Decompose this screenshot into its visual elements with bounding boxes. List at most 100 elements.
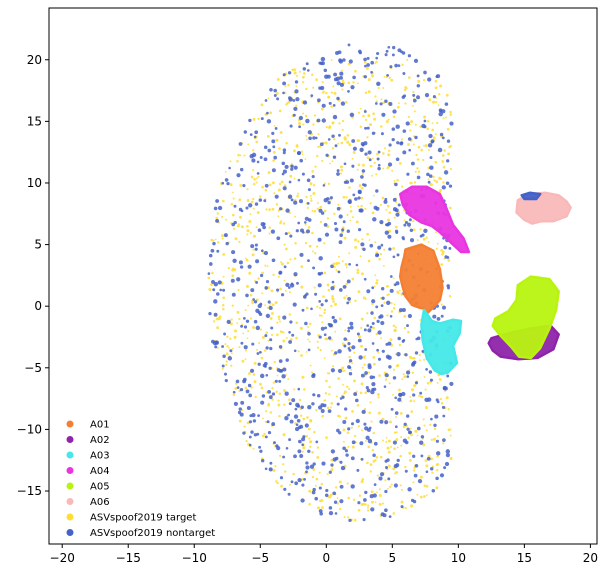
- data-point: [436, 381, 439, 384]
- data-point: [362, 114, 365, 118]
- data-point: [215, 218, 220, 223]
- data-point: [384, 508, 388, 513]
- data-point: [409, 228, 414, 232]
- data-point: [352, 75, 356, 80]
- data-point: [283, 265, 287, 269]
- data-point: [442, 181, 445, 184]
- data-point: [293, 177, 296, 180]
- data-point: [314, 292, 318, 296]
- data-point: [293, 68, 296, 72]
- data-point: [346, 385, 349, 388]
- data-point: [267, 339, 270, 342]
- data-point: [364, 118, 368, 122]
- data-point: [373, 441, 378, 446]
- data-point: [265, 313, 271, 319]
- data-point: [276, 97, 280, 101]
- data-point: [255, 298, 259, 302]
- data-point: [343, 180, 347, 184]
- data-point: [399, 141, 404, 146]
- data-point: [426, 127, 430, 131]
- data-point: [316, 154, 319, 158]
- data-point: [248, 435, 252, 439]
- data-point: [364, 371, 368, 375]
- data-point: [299, 454, 304, 458]
- data-point: [332, 262, 336, 266]
- data-point: [282, 169, 287, 174]
- data-point: [407, 143, 410, 146]
- data-point: [351, 362, 354, 365]
- data-point: [339, 165, 343, 169]
- data-point: [392, 324, 396, 327]
- data-point: [347, 347, 351, 350]
- data-point: [441, 154, 445, 157]
- data-point: [247, 330, 250, 333]
- data-point: [332, 457, 337, 462]
- data-point: [444, 255, 448, 259]
- data-point: [422, 443, 426, 447]
- data-point: [332, 491, 337, 496]
- data-point: [355, 418, 360, 424]
- data-point: [248, 393, 253, 398]
- data-point: [397, 64, 401, 67]
- data-point: [278, 109, 282, 113]
- data-point: [323, 271, 327, 275]
- data-point: [356, 332, 360, 336]
- data-point: [417, 170, 421, 173]
- data-point: [339, 76, 343, 80]
- data-point: [386, 300, 391, 305]
- data-point: [392, 277, 395, 280]
- data-point: [392, 440, 397, 445]
- data-point: [269, 411, 273, 414]
- data-point: [272, 150, 276, 154]
- data-point: [305, 62, 309, 66]
- data-point: [247, 304, 250, 307]
- data-point: [449, 456, 453, 460]
- data-point: [239, 154, 242, 157]
- data-point: [277, 188, 281, 192]
- data-point: [408, 148, 412, 152]
- data-point: [311, 373, 316, 379]
- data-point: [239, 183, 243, 187]
- data-point: [386, 165, 390, 169]
- data-point: [323, 403, 327, 408]
- data-point: [238, 346, 241, 349]
- data-point: [248, 118, 252, 123]
- data-point: [402, 129, 407, 133]
- data-point: [376, 491, 378, 494]
- data-point: [409, 129, 412, 132]
- data-point: [339, 233, 343, 237]
- data-point: [263, 199, 267, 203]
- data-point: [425, 494, 428, 496]
- data-point: [318, 509, 323, 513]
- data-point: [311, 175, 315, 179]
- data-point: [351, 345, 356, 350]
- data-point: [355, 220, 359, 224]
- data-point: [388, 229, 392, 233]
- data-point: [392, 393, 395, 396]
- data-point: [391, 169, 394, 172]
- data-point: [298, 199, 304, 204]
- data-point: [242, 332, 245, 335]
- data-point: [335, 395, 338, 398]
- data-point: [270, 289, 274, 293]
- data-point: [403, 326, 406, 330]
- data-point: [289, 483, 291, 486]
- data-point: [433, 179, 436, 182]
- data-point: [305, 461, 309, 465]
- data-point: [425, 464, 429, 468]
- data-point: [428, 174, 433, 178]
- data-point: [330, 449, 336, 454]
- data-point: [330, 463, 334, 467]
- data-point: [360, 457, 364, 461]
- data-point: [441, 109, 446, 114]
- data-point: [444, 390, 447, 393]
- data-point: [371, 131, 376, 136]
- data-point: [337, 203, 340, 206]
- data-point: [327, 182, 331, 186]
- data-point: [344, 449, 348, 453]
- data-point: [395, 463, 400, 468]
- data-point: [298, 398, 302, 402]
- data-point: [429, 183, 433, 186]
- data-point: [407, 330, 410, 334]
